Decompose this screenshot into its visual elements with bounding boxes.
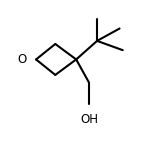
- Text: O: O: [17, 53, 26, 66]
- Text: OH: OH: [80, 113, 98, 126]
